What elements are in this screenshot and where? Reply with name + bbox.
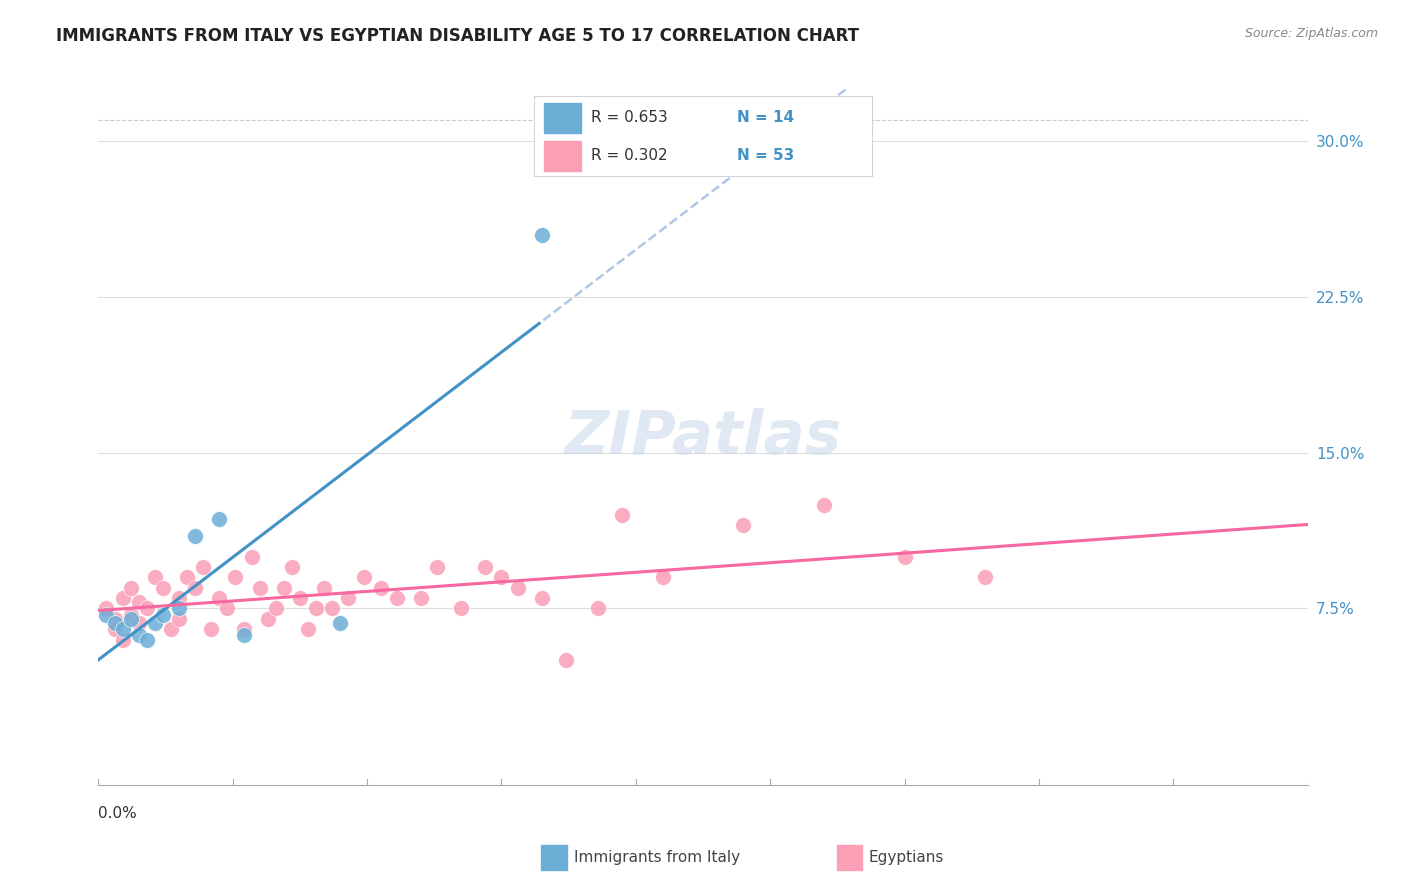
Point bbox=[305, 601, 328, 615]
Point bbox=[208, 591, 231, 605]
Point bbox=[256, 612, 278, 626]
Point bbox=[612, 508, 634, 522]
Point bbox=[281, 560, 304, 574]
Point bbox=[160, 622, 183, 636]
Point bbox=[120, 612, 142, 626]
Point bbox=[813, 498, 835, 512]
Point bbox=[651, 570, 673, 584]
Point bbox=[103, 615, 125, 630]
Point bbox=[96, 601, 118, 615]
Text: IMMIGRANTS FROM ITALY VS EGYPTIAN DISABILITY AGE 5 TO 17 CORRELATION CHART: IMMIGRANTS FROM ITALY VS EGYPTIAN DISABI… bbox=[56, 27, 859, 45]
Point bbox=[586, 601, 609, 615]
Point bbox=[385, 591, 408, 605]
Point bbox=[111, 591, 134, 605]
Point bbox=[426, 560, 449, 574]
Point bbox=[167, 591, 190, 605]
Point bbox=[329, 615, 352, 630]
Point bbox=[224, 570, 246, 584]
Point bbox=[733, 518, 755, 533]
Point bbox=[135, 632, 157, 647]
Text: Immigrants from Italy: Immigrants from Italy bbox=[574, 850, 740, 864]
Point bbox=[103, 622, 125, 636]
Point bbox=[208, 512, 231, 526]
Point bbox=[111, 632, 134, 647]
Point bbox=[370, 581, 392, 595]
Point bbox=[184, 529, 207, 543]
Point bbox=[103, 612, 125, 626]
Point bbox=[128, 595, 150, 609]
Point bbox=[120, 581, 142, 595]
Point bbox=[111, 622, 134, 636]
Point bbox=[288, 591, 311, 605]
Point bbox=[409, 591, 432, 605]
Point bbox=[184, 581, 207, 595]
Point bbox=[176, 570, 198, 584]
Point bbox=[200, 622, 222, 636]
Point bbox=[167, 612, 190, 626]
Point bbox=[128, 628, 150, 642]
Text: Egyptians: Egyptians bbox=[869, 850, 945, 864]
Point bbox=[232, 628, 254, 642]
Point bbox=[555, 653, 578, 667]
Point bbox=[249, 581, 271, 595]
Text: Source: ZipAtlas.com: Source: ZipAtlas.com bbox=[1244, 27, 1378, 40]
Text: ZIPatlas: ZIPatlas bbox=[564, 408, 842, 467]
Point bbox=[314, 581, 336, 595]
Point bbox=[974, 570, 997, 584]
Point bbox=[506, 581, 529, 595]
Point bbox=[264, 601, 287, 615]
Point bbox=[167, 601, 190, 615]
Point bbox=[232, 622, 254, 636]
Point bbox=[353, 570, 375, 584]
Point bbox=[893, 549, 915, 564]
Point bbox=[240, 549, 263, 564]
Point bbox=[143, 570, 166, 584]
Point bbox=[450, 601, 472, 615]
Text: 0.0%: 0.0% bbox=[98, 805, 138, 821]
Point bbox=[474, 560, 496, 574]
Point bbox=[193, 560, 215, 574]
Point bbox=[491, 570, 513, 584]
Point bbox=[152, 607, 174, 622]
Point bbox=[297, 622, 319, 636]
Point bbox=[321, 601, 343, 615]
Point bbox=[135, 601, 157, 615]
Point bbox=[530, 227, 553, 242]
Point bbox=[120, 607, 142, 622]
Point bbox=[152, 581, 174, 595]
Point bbox=[273, 581, 295, 595]
Point bbox=[530, 591, 553, 605]
Point bbox=[143, 615, 166, 630]
Point bbox=[96, 607, 118, 622]
Point bbox=[337, 591, 360, 605]
Point bbox=[128, 615, 150, 630]
Point bbox=[217, 601, 239, 615]
